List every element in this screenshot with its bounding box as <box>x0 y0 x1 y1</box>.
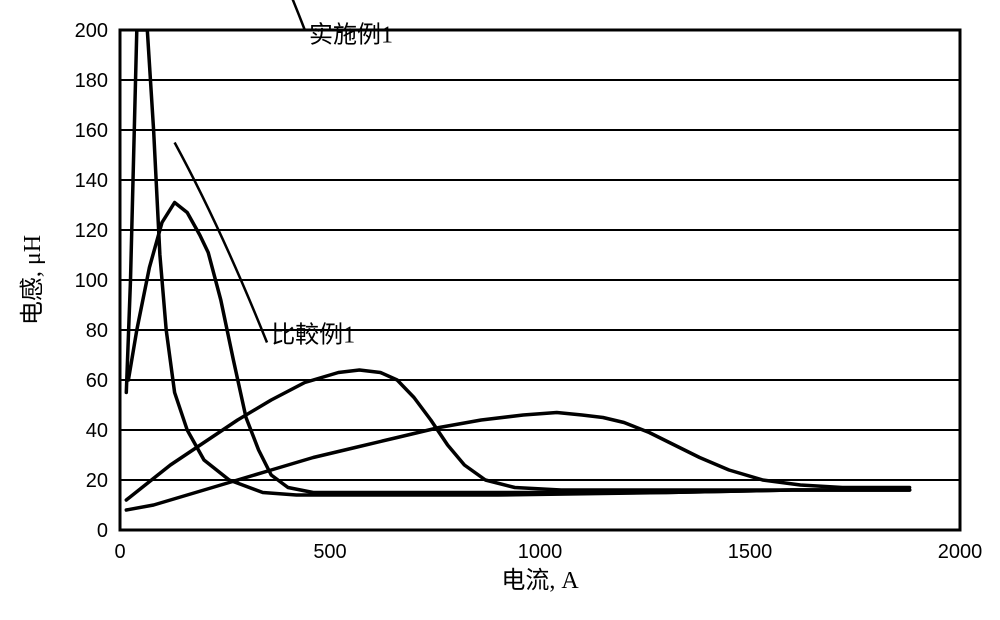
y-tick-label: 200 <box>75 20 108 42</box>
y-tick-label: 80 <box>86 320 108 342</box>
chart-svg: 0204060801001201401601802000500100015002… <box>0 0 1000 620</box>
x-axis-label: 电流, A <box>501 567 579 594</box>
x-tick-label: 0 <box>114 541 125 563</box>
x-tick-label: 500 <box>313 541 346 563</box>
y-tick-label: 40 <box>86 420 108 442</box>
y-tick-label: 160 <box>75 120 108 142</box>
y-tick-label: 20 <box>86 470 108 492</box>
y-tick-label: 140 <box>75 170 108 192</box>
y-tick-label: 120 <box>75 220 108 242</box>
y-tick-label: 0 <box>97 520 108 542</box>
y-axis-label: 电感, μH <box>19 235 46 325</box>
y-tick-label: 60 <box>86 370 108 392</box>
x-tick-label: 1000 <box>518 541 563 563</box>
y-tick-label: 100 <box>75 270 108 292</box>
y-tick-label: 180 <box>75 70 108 92</box>
inductance-current-chart: 0204060801001201401601802000500100015002… <box>0 0 1000 620</box>
series-label: 比較例1 <box>271 322 355 349</box>
x-tick-label: 2000 <box>938 541 983 563</box>
series-label: 实施例1 <box>309 22 393 49</box>
x-tick-label: 1500 <box>728 541 773 563</box>
